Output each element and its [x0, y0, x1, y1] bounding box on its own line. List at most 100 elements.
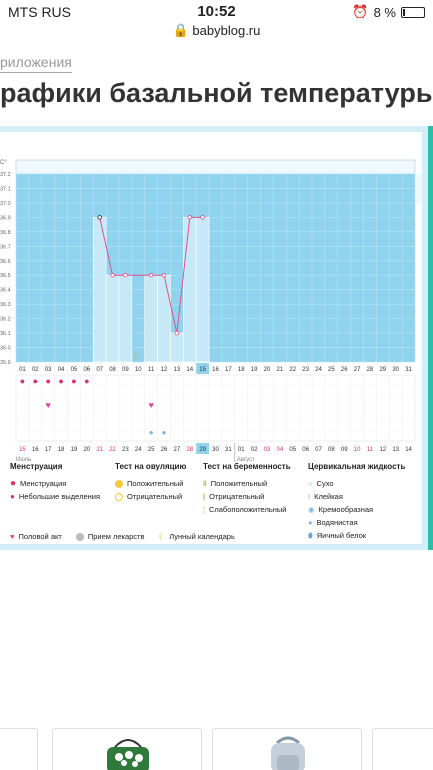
- legend-bottom: ♥ Половой акт Прием лекарств ☾ Лунный кале…: [10, 532, 235, 541]
- calendar-date-label: 28: [186, 447, 193, 453]
- highlight-day-bg: [196, 363, 210, 374]
- legend-menstruation: Менструация ● Менструация ● Небольшие выде…: [10, 462, 100, 503]
- legend-title: Тест на беременность: [203, 462, 291, 471]
- y-tick-label: 36.2: [0, 317, 11, 323]
- product-card[interactable]: [0, 728, 38, 770]
- chart-scroll-tab: [416, 174, 422, 204]
- legend-ovulation: Тест на овуляцию Положительный Отрицател…: [115, 462, 186, 503]
- calendar-date-label: 04: [277, 447, 284, 453]
- scrollbar[interactable]: [428, 126, 433, 550]
- legend-item: | Отрицательный: [203, 490, 291, 503]
- watery-icon: ●: [308, 518, 313, 527]
- dry-icon: ○: [308, 479, 313, 488]
- legend-item: Положительный: [115, 477, 186, 490]
- sticky-icon: I: [308, 492, 311, 501]
- cycle-day-label: 20: [264, 367, 271, 373]
- legend-item: Отрицательный: [115, 490, 186, 503]
- cycle-day-label: 29: [379, 367, 386, 373]
- product-card[interactable]: [372, 728, 433, 770]
- calendar-date-label: 09: [341, 447, 348, 453]
- products-strip: [0, 728, 433, 770]
- y-tick-label: 36.7: [0, 244, 11, 250]
- calendar-date-label: 06: [302, 447, 309, 453]
- temp-point: [161, 273, 167, 278]
- cycle-day-label: 18: [238, 367, 245, 373]
- calendar-date-label: 26: [161, 447, 168, 453]
- legend-label: Водянистая: [316, 518, 358, 527]
- legend-label: Сухо: [316, 479, 334, 488]
- calendar-date-label: 19: [71, 447, 78, 453]
- cervical-drop-icon: ●: [149, 428, 154, 437]
- cycle-day-label: 16: [212, 367, 219, 373]
- calendar-date-label: 05: [289, 447, 296, 453]
- status-right: ⏰ 8 %: [352, 4, 425, 20]
- page-title: рафики базальной температуры: [0, 78, 433, 108]
- legend-label: Положительный: [127, 479, 184, 488]
- cycle-day-label: 05: [71, 367, 78, 373]
- legend-label: Отрицательный: [127, 492, 183, 501]
- temp-bar: [105, 274, 120, 363]
- temp-bar: [195, 217, 210, 363]
- cycle-day-label: 01: [19, 367, 26, 373]
- cycle-day-label: 24: [315, 367, 322, 373]
- calendar-date-label: 08: [328, 447, 335, 453]
- clock: 10:52: [197, 3, 236, 20]
- calendar-date-label: 07: [315, 447, 322, 453]
- calendar-date-label: 15: [19, 447, 26, 453]
- calendar-date-label: 23: [122, 447, 129, 453]
- heart-icon: ♥: [10, 532, 15, 541]
- moon-icon: ☾: [133, 352, 141, 362]
- address-bar[interactable]: 🔒 babyblog.ru: [0, 22, 433, 44]
- heart-icon: ♥: [46, 400, 51, 410]
- legend-item: ○ Сухо: [308, 477, 405, 490]
- cycle-day-label: 31: [405, 367, 412, 373]
- breadcrumb[interactable]: риложения: [0, 54, 72, 73]
- y-tick-label: 37.0: [0, 201, 11, 207]
- month-label-first: Июль: [16, 457, 31, 462]
- y-tick-label: 36.9: [0, 215, 11, 221]
- unit-label: C°: [0, 160, 7, 166]
- product-card[interactable]: [212, 728, 362, 770]
- y-tick-label: 37.1: [0, 186, 11, 192]
- cycle-day-label: 25: [328, 367, 335, 373]
- month-label-second: Август: [237, 457, 255, 462]
- legend-item: ☾ Лунный календарь: [158, 532, 234, 541]
- calendar-date-label: 21: [96, 447, 103, 453]
- legend-label: Прием лекарств: [87, 532, 145, 541]
- cycle-day-label: 03: [45, 367, 52, 373]
- calendar-date-label: 25: [148, 447, 155, 453]
- y-tick-label: 36.3: [0, 302, 11, 308]
- menstruation-drop-icon: ●: [58, 376, 63, 386]
- cycle-day-label: 11: [148, 367, 155, 373]
- y-tick-label: 36.8: [0, 230, 11, 236]
- cycle-day-label: 06: [83, 367, 90, 373]
- menstruation-drop-icon: ●: [33, 376, 38, 386]
- temp-point: [123, 273, 128, 278]
- legend-item: ◉ Кремообразная: [308, 503, 405, 516]
- temp-point: [97, 215, 102, 220]
- legend-label: Небольшие выделения: [18, 492, 101, 501]
- legend-label: Клейкая: [314, 492, 343, 501]
- y-tick-label: 36.6: [0, 259, 11, 265]
- backpack-image: [271, 736, 305, 770]
- legend-label: Отрицательный: [209, 492, 265, 501]
- url-text: babyblog.ru: [192, 23, 261, 39]
- alarm-icon: ⏰: [352, 4, 369, 19]
- temp-bar: [118, 274, 133, 363]
- calendar-date-label: 01: [238, 447, 245, 453]
- circle-filled-icon: [115, 479, 123, 488]
- lock-icon: 🔒: [172, 22, 189, 38]
- plot-background: [16, 174, 415, 362]
- menstruation-drop-icon: ●: [84, 376, 89, 386]
- calendar-date-label: 17: [45, 447, 52, 453]
- calendar-date-label: 24: [135, 447, 142, 453]
- legend-item: ● Менструация: [10, 477, 100, 490]
- temp-point: [110, 273, 115, 278]
- product-card[interactable]: [52, 728, 202, 770]
- bag-image: [107, 739, 149, 770]
- moon-icon: ☾: [158, 532, 166, 541]
- temp-point: [148, 273, 154, 278]
- drop-icon: ●: [10, 478, 17, 489]
- cycle-day-label: 22: [289, 367, 296, 373]
- bbt-chart: C° 37.2 37.1 37.0 36.9 36.8 36.7 36.6 36.5 36.4 36…: [0, 159, 422, 463]
